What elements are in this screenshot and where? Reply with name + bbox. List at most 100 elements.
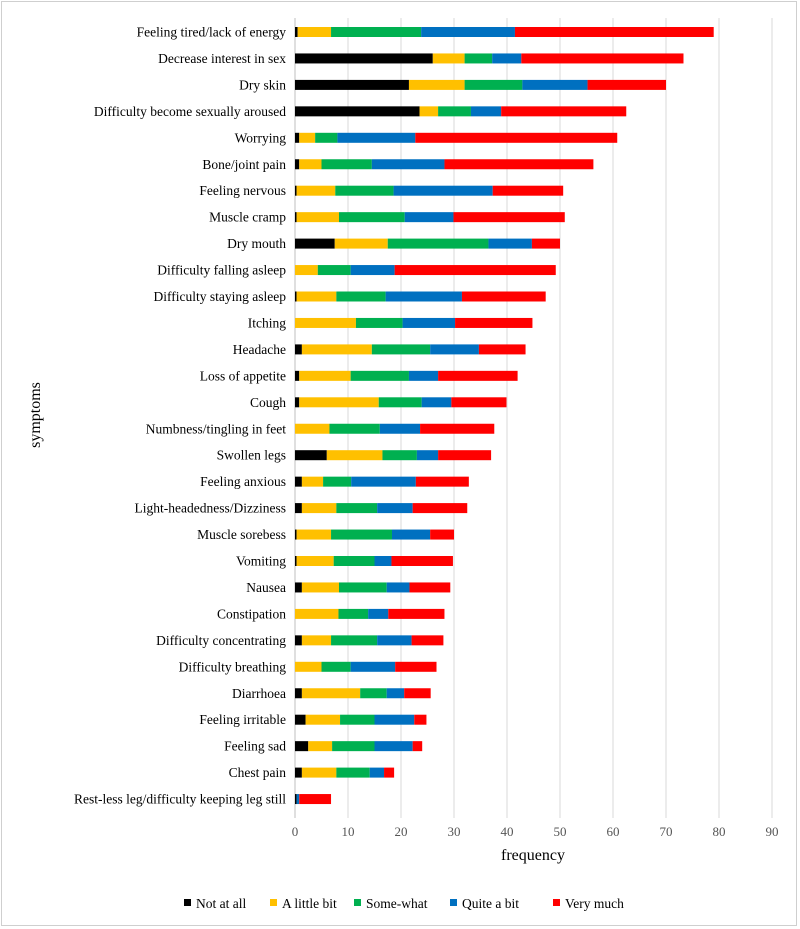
bar-segment [514,27,714,37]
legend-swatch [450,899,457,906]
bar-segment [295,370,300,381]
bar-segment [296,529,332,540]
bar-segment [295,556,297,566]
bar-segment [432,53,465,64]
category-label: Light-headedness/Dizziness [135,501,286,516]
category-label: Feeling anxious [200,474,286,489]
bar-segment [377,635,412,646]
bar-segment [337,132,416,143]
bar-segment [296,185,336,196]
bar-segment [305,714,341,725]
bar-segment [587,79,666,90]
bar-segment [301,344,372,355]
bar-segment [331,635,378,646]
category-label: Diarrhoea [232,686,286,701]
bar-segment [531,238,560,249]
legend: Not at all A little bit Some-what Quite a b… [184,896,624,911]
bar-segment [521,53,684,64]
category-label: Difficulty breathing [179,659,287,674]
bar-segment [295,582,302,593]
bar-segment [295,661,322,672]
bar-segment [464,79,523,90]
category-label: Feeling nervous [199,183,286,198]
bar-segment [315,132,338,143]
bar-segment [301,503,337,514]
legend-label: Not at all [196,896,246,911]
bars [295,27,714,805]
bar-segment [416,450,439,461]
bar-segment [360,688,387,699]
bar-segment [301,688,361,699]
bar-segment [295,503,302,514]
bar-segment [386,582,410,593]
bar-segment [371,159,445,170]
bar-segment [415,476,469,487]
category-label: Numbness/tingling in feet [146,421,286,436]
x-tick-label: 40 [501,824,514,839]
category-label: Vomiting [236,554,286,569]
bar-segment [350,661,396,672]
bar-segment [470,106,502,117]
bar-segment [374,556,392,566]
bar-segment [295,317,356,328]
bar-segment [295,397,300,408]
bar-segment [329,423,380,434]
category-label: Chest pain [229,765,287,780]
bar-segment [321,159,372,170]
bar-segment [336,503,378,514]
bar-segment [384,767,395,778]
category-label: Rest-less leg/difficulty keeping leg sti… [74,792,286,807]
category-labels: Feeling tired/lack of energy Decrease int… [74,25,286,807]
category-label: Feeling irritable [199,712,286,727]
bar-segment [297,27,332,37]
bar-segment [368,608,389,619]
bar-segment [374,714,415,725]
bar-segment [394,265,556,276]
bar-segment [430,529,454,540]
bar-segment [335,185,394,196]
bar-segment [464,53,493,64]
bar-segment [501,106,627,117]
bar-segment [350,370,409,381]
bar-segment [334,238,388,249]
bar-segment [340,714,375,725]
bar-segment [295,476,302,487]
bar-segment [387,238,489,249]
bar-segment [296,212,339,223]
bar-segment [296,291,337,302]
bar-segment [321,661,351,672]
bar-segment [402,317,456,328]
category-label: Difficulty become sexually aroused [94,104,286,119]
bar-segment [388,608,445,619]
category-label: Dry mouth [227,236,286,251]
bar-segment [295,741,309,752]
bar-segment [336,767,370,778]
bar-segment [299,132,316,143]
bar-segment [299,159,322,170]
bar-segment [295,132,300,143]
x-tick-label: 0 [292,824,299,839]
bar-segment [336,291,386,302]
category-label: Headache [233,342,286,357]
bar-segment [438,450,492,461]
bar-segment [430,344,479,355]
bar-segment [414,714,427,725]
x-tick-label: 70 [660,824,673,839]
bar-segment [317,265,351,276]
bar-segment [295,238,335,249]
x-tick-label: 80 [713,824,726,839]
bar-segment [492,53,522,64]
bar-segment [308,741,333,752]
bar-segment [295,212,297,223]
bar-segment [295,529,297,540]
category-label: Muscle cramp [209,210,286,225]
bar-segment [296,556,334,566]
bar-segment [415,132,618,143]
legend-swatch [354,899,361,906]
bar-segment [333,556,375,566]
bar-segment [295,79,409,90]
x-tick-label: 90 [766,824,779,839]
bar-segment [404,212,454,223]
legend-swatch [553,899,560,906]
